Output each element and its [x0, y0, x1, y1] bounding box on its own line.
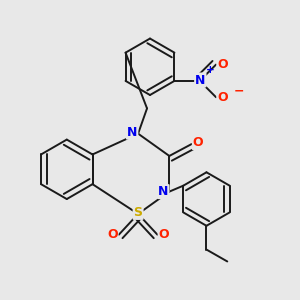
Text: N: N	[127, 126, 137, 139]
Text: N: N	[158, 185, 169, 198]
Text: −: −	[233, 84, 244, 97]
Text: O: O	[217, 91, 228, 104]
Text: O: O	[159, 228, 169, 241]
Text: S: S	[134, 206, 142, 219]
Text: +: +	[206, 64, 215, 75]
Text: O: O	[217, 58, 228, 71]
Text: N: N	[195, 74, 206, 86]
Text: O: O	[193, 136, 203, 149]
Text: O: O	[107, 228, 118, 241]
